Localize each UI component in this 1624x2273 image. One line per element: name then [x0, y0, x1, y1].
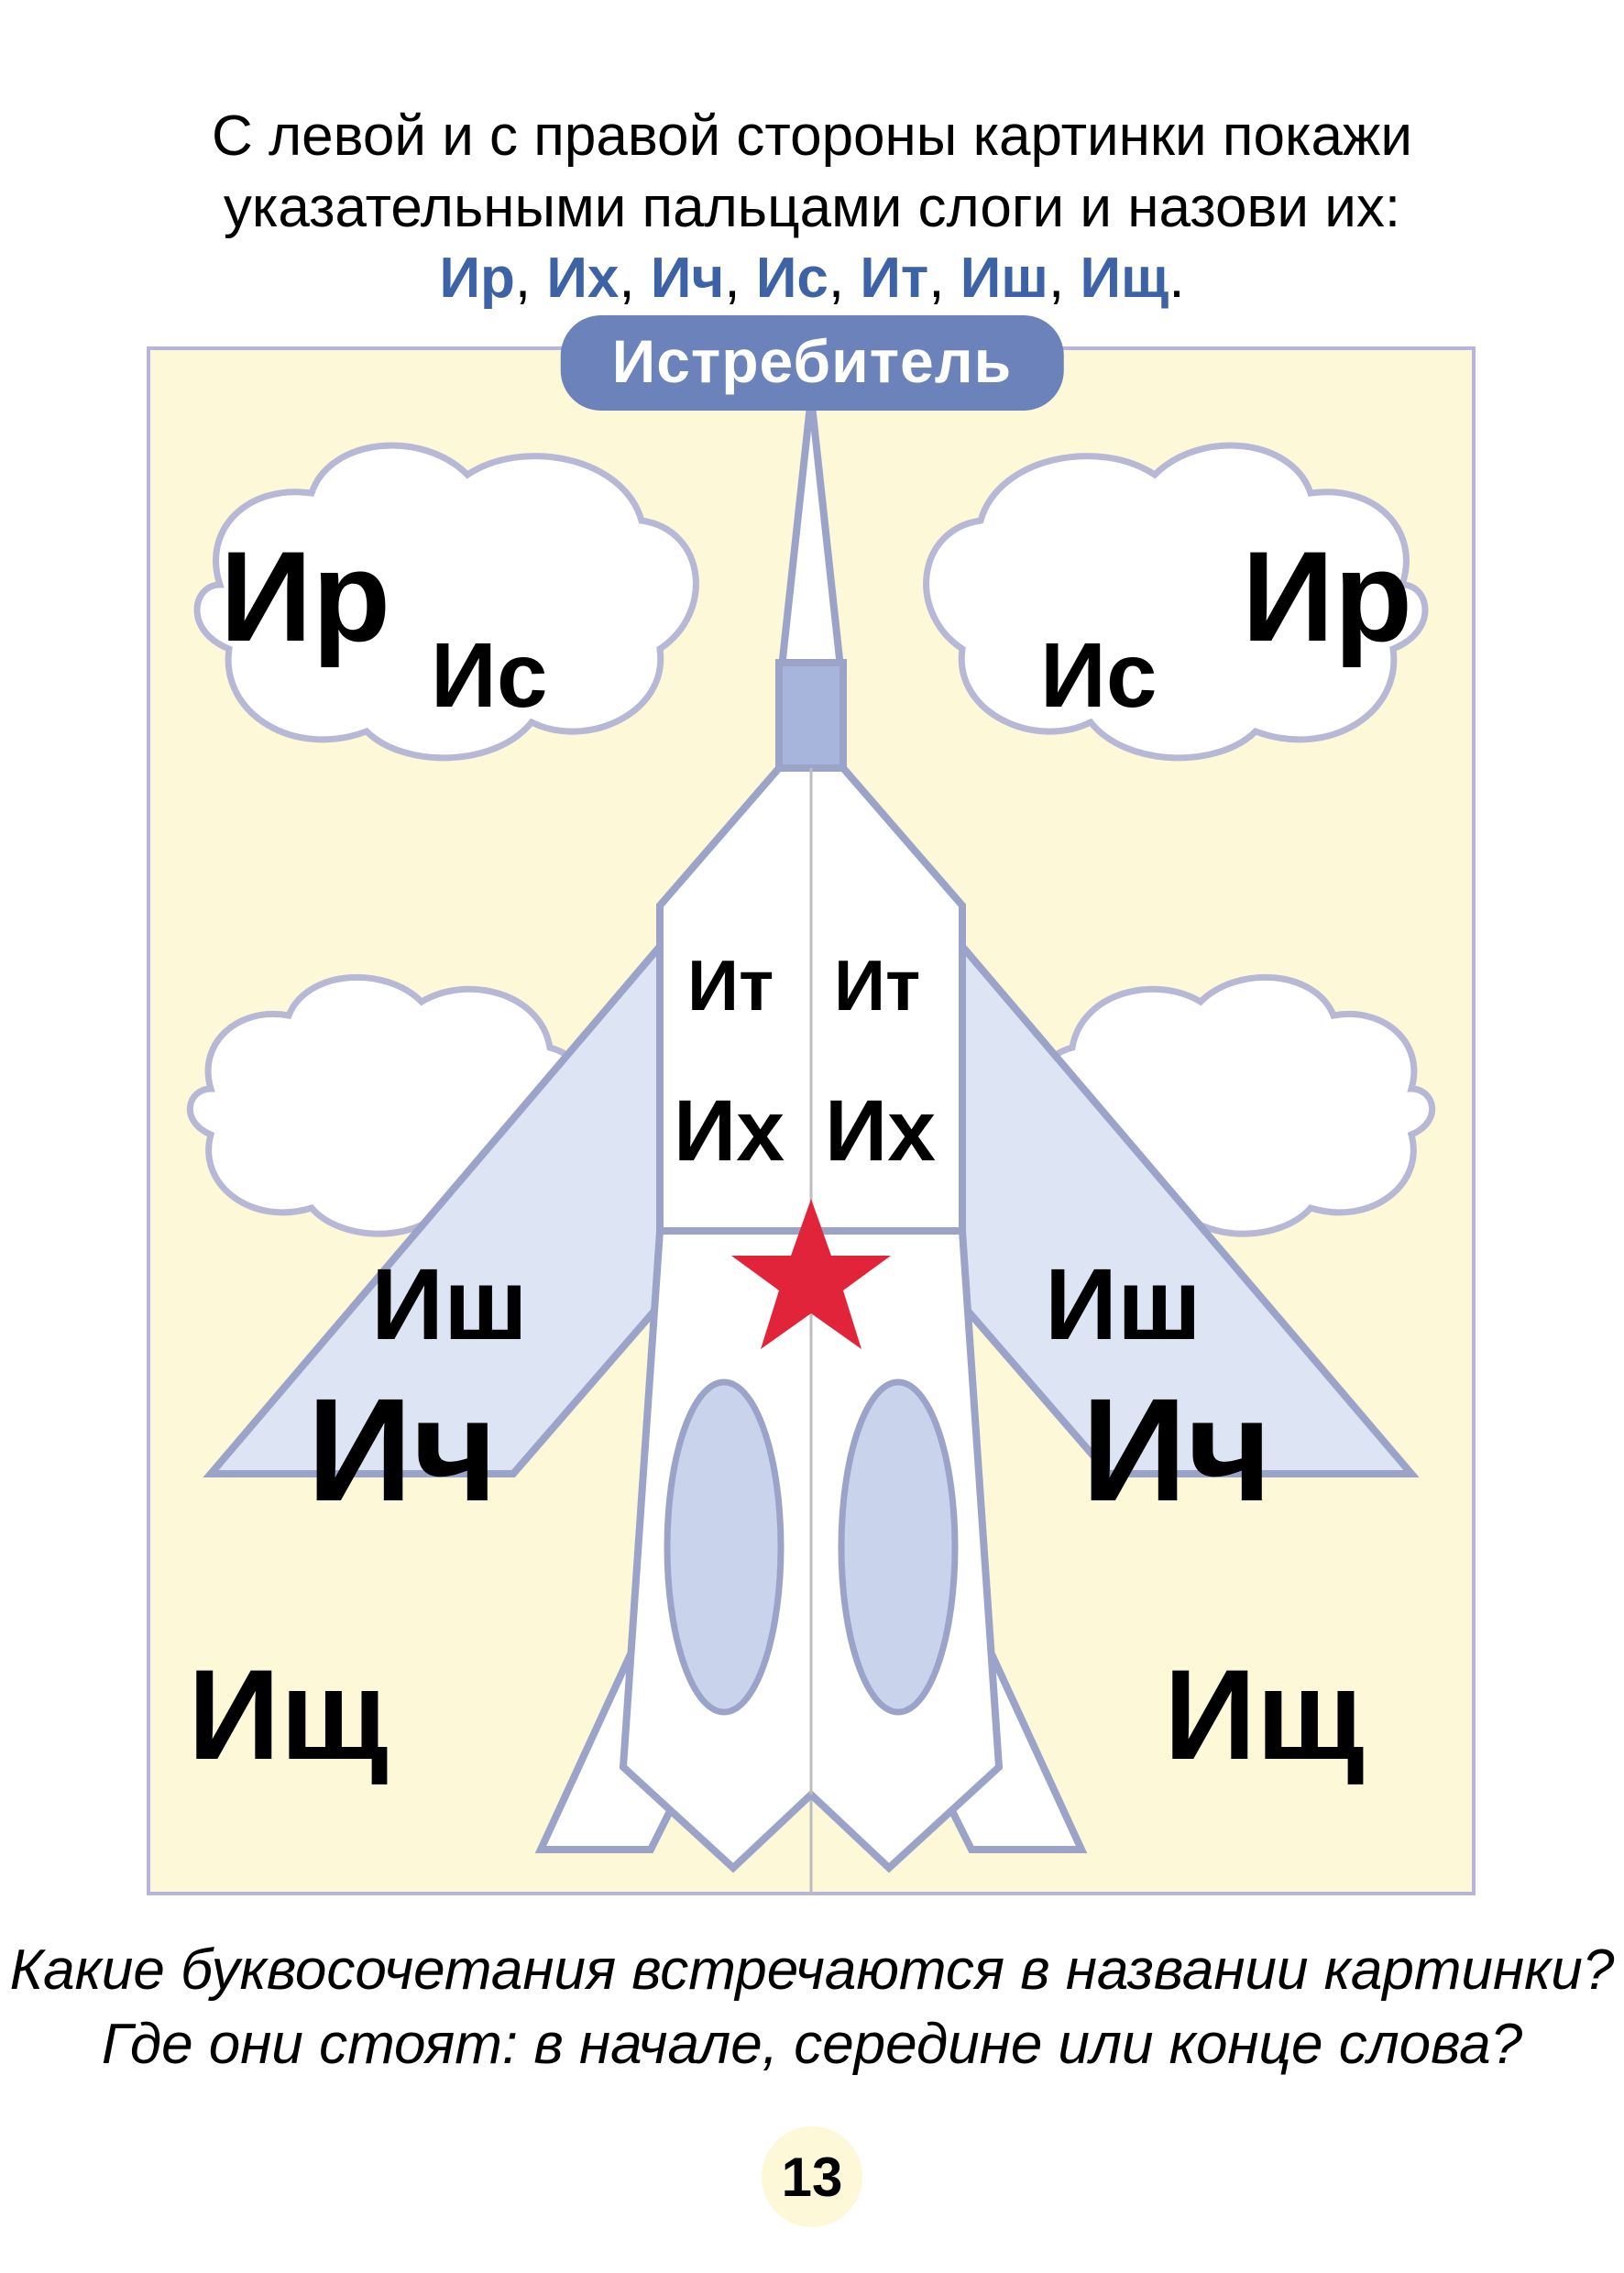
label-wing-left-ish: Иш [371, 1246, 528, 1363]
label-body-left-it: Ит [687, 944, 774, 1027]
syllable-separator: , [828, 247, 860, 310]
syllables-colored-list: Ир, Их, Ич, Ис, Ит, Иш, Ищ. [0, 246, 1624, 311]
syllable-separator: , [724, 247, 755, 310]
syllable-Их: Их [546, 247, 619, 310]
syllable-Ир: Ир [439, 247, 514, 310]
syllable-separator: , [619, 247, 650, 310]
instruction-text: С левой и с правой стороны картинки пока… [0, 101, 1624, 243]
syllable-Ит: Ит [860, 247, 928, 310]
label-cloud-left-ir: Ир [220, 522, 390, 671]
label-body-right-it: Ит [834, 944, 920, 1027]
page-number: 13 [782, 2146, 843, 2209]
bottom-question: Какие буквосочетания встречаются в назва… [0, 1934, 1624, 2081]
label-cloud-left-is: Ис [431, 623, 548, 729]
syllable-separator: , [928, 247, 960, 310]
bottom-question-line-2: Где они стоят: в начале, середине или ко… [102, 2013, 1522, 2076]
label-wing-right-ish: Иш [1045, 1246, 1202, 1363]
syllable-Ич: Ич [651, 247, 725, 310]
syllable-Иш: Иш [960, 247, 1048, 310]
label-body-left-ih: Их [674, 1082, 785, 1181]
syllable-Ис: Ис [756, 247, 828, 310]
label-wing-left-ich: Ич [307, 1366, 498, 1534]
bottom-question-line-1: Какие буквосочетания встречаются в назва… [10, 1938, 1615, 2002]
label-cloud-right-is: Ис [1040, 623, 1158, 729]
syllable-terminator: . [1169, 247, 1184, 310]
label-body-right-ih: Их [825, 1082, 936, 1181]
picture-title-text: Истребитель [612, 327, 1013, 395]
syllable-separator: , [1048, 247, 1080, 310]
picture-title-pill: Истребитель [561, 315, 1064, 411]
instruction-line-2: указательными пальцами слоги и назови их… [224, 176, 1400, 239]
instruction-line-1: С левой и с правой стороны картинки пока… [212, 104, 1412, 168]
label-wing-right-ich: Ич [1081, 1366, 1272, 1534]
syllable-Ищ: Ищ [1080, 247, 1169, 310]
label-tail-left-ishch: Ищ [188, 1641, 389, 1789]
label-tail-right-ishch: Ищ [1164, 1641, 1365, 1789]
label-cloud-right-ir: Ир [1242, 522, 1412, 671]
syllable-separator: , [515, 247, 546, 310]
page-number-badge: 13 [762, 2126, 862, 2227]
